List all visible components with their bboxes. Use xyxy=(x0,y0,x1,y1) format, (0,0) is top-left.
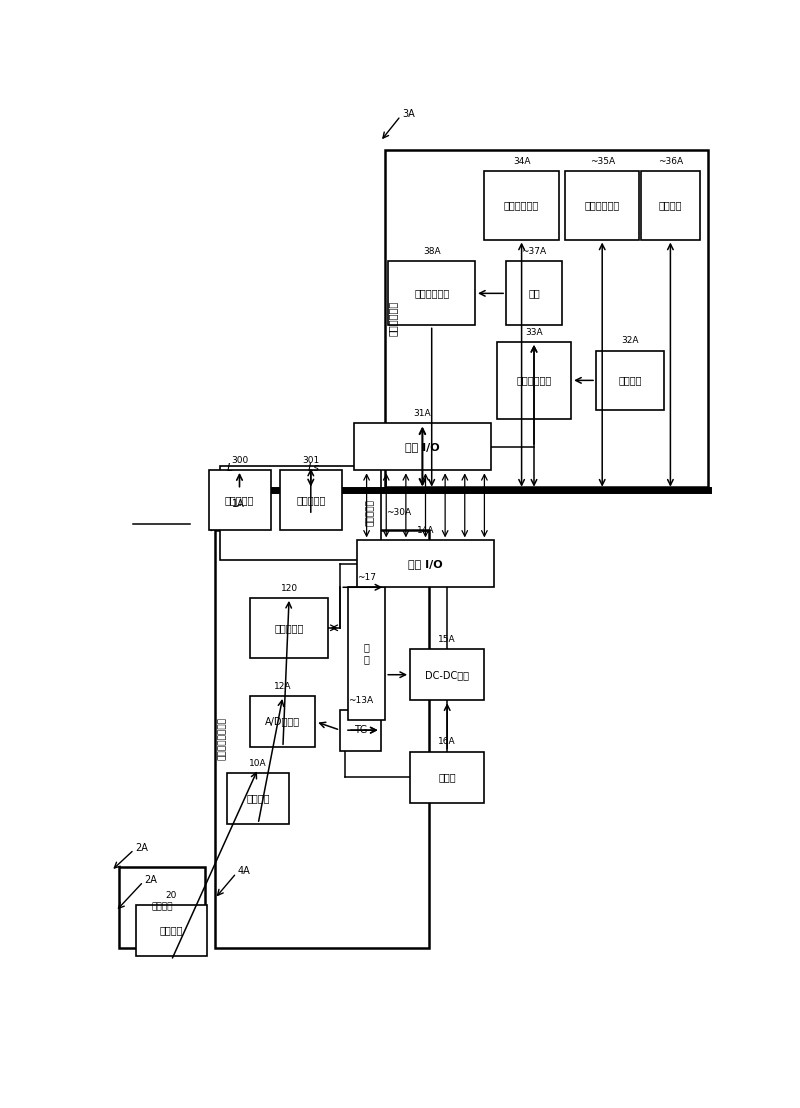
Bar xyxy=(497,342,571,419)
Bar xyxy=(641,172,700,239)
Bar xyxy=(388,261,475,326)
Text: 32A: 32A xyxy=(622,337,639,346)
Text: DC-DC单元: DC-DC单元 xyxy=(426,669,469,679)
Bar xyxy=(410,751,485,802)
Bar xyxy=(565,172,639,239)
Bar xyxy=(410,649,485,700)
Text: 透镜单元: 透镜单元 xyxy=(159,925,183,935)
Text: 1A: 1A xyxy=(232,499,245,509)
Bar xyxy=(214,530,429,947)
Bar xyxy=(340,710,381,750)
Bar xyxy=(118,866,206,947)
Text: 15A: 15A xyxy=(438,635,456,644)
Bar xyxy=(280,470,342,530)
Text: 31A: 31A xyxy=(414,409,431,419)
Bar xyxy=(209,470,270,530)
Text: 20: 20 xyxy=(166,891,177,900)
Text: L: L xyxy=(227,462,234,472)
Text: A/D转换器: A/D转换器 xyxy=(266,717,301,727)
Text: ~13A: ~13A xyxy=(348,696,373,705)
Text: 电源: 电源 xyxy=(528,288,540,298)
Bar xyxy=(136,905,207,956)
Text: 33A: 33A xyxy=(525,328,543,337)
Bar xyxy=(250,696,315,747)
Text: 接出控制单元: 接出控制单元 xyxy=(516,376,552,386)
Text: ~30A: ~30A xyxy=(386,509,411,517)
Text: 固态图像拾取装置: 固态图像拾取装置 xyxy=(218,717,226,760)
Text: 信号处理单元: 信号处理单元 xyxy=(504,201,539,211)
Text: 数据保持单元: 数据保持单元 xyxy=(585,201,620,211)
Text: 34A: 34A xyxy=(513,157,530,166)
Bar xyxy=(506,261,562,326)
Text: 16A: 16A xyxy=(438,738,456,747)
Text: 光学设备: 光学设备 xyxy=(151,903,173,912)
Text: 信号处理设备: 信号处理设备 xyxy=(388,301,398,336)
Text: 300: 300 xyxy=(231,455,248,465)
Text: 控制 I/O: 控制 I/O xyxy=(408,558,443,568)
Text: ~37A: ~37A xyxy=(522,247,546,256)
Bar xyxy=(358,541,494,587)
Bar xyxy=(250,598,328,658)
Text: 光发射单元: 光发射单元 xyxy=(225,495,254,505)
Bar xyxy=(348,587,386,719)
Text: 发
送: 发 送 xyxy=(364,643,370,664)
Text: ~35A: ~35A xyxy=(590,157,614,166)
Text: ~17: ~17 xyxy=(357,573,376,582)
Text: 12A: 12A xyxy=(274,681,292,691)
Text: 4A: 4A xyxy=(238,866,250,876)
Text: Ls: Ls xyxy=(308,462,320,472)
Text: 电源控制单元: 电源控制单元 xyxy=(414,288,450,298)
Text: 2A: 2A xyxy=(145,875,158,885)
Text: 10A: 10A xyxy=(250,759,267,768)
Text: 控制器: 控制器 xyxy=(438,772,456,782)
Bar xyxy=(227,773,289,824)
Text: 3A: 3A xyxy=(402,110,414,120)
Text: 光调制单元: 光调制单元 xyxy=(274,623,304,633)
Text: 光接收单元: 光接收单元 xyxy=(296,495,326,505)
Text: 控制 I/O: 控制 I/O xyxy=(405,442,440,452)
Text: 38A: 38A xyxy=(423,247,441,256)
Text: TG: TG xyxy=(354,725,367,736)
Text: 操作单元: 操作单元 xyxy=(618,376,642,386)
Bar xyxy=(485,172,559,239)
Bar xyxy=(220,465,381,560)
Bar xyxy=(354,423,490,471)
Text: ~36A: ~36A xyxy=(658,157,683,166)
Text: 120: 120 xyxy=(281,584,298,593)
Text: 显示单元: 显示单元 xyxy=(658,201,682,211)
Text: 光通信单元: 光通信单元 xyxy=(366,500,374,526)
Text: 2A: 2A xyxy=(135,843,148,853)
Text: 301: 301 xyxy=(302,455,319,465)
Bar xyxy=(386,150,708,488)
Text: 像素单元: 像素单元 xyxy=(246,793,270,803)
Bar xyxy=(596,350,664,410)
Text: 14A: 14A xyxy=(417,526,434,535)
